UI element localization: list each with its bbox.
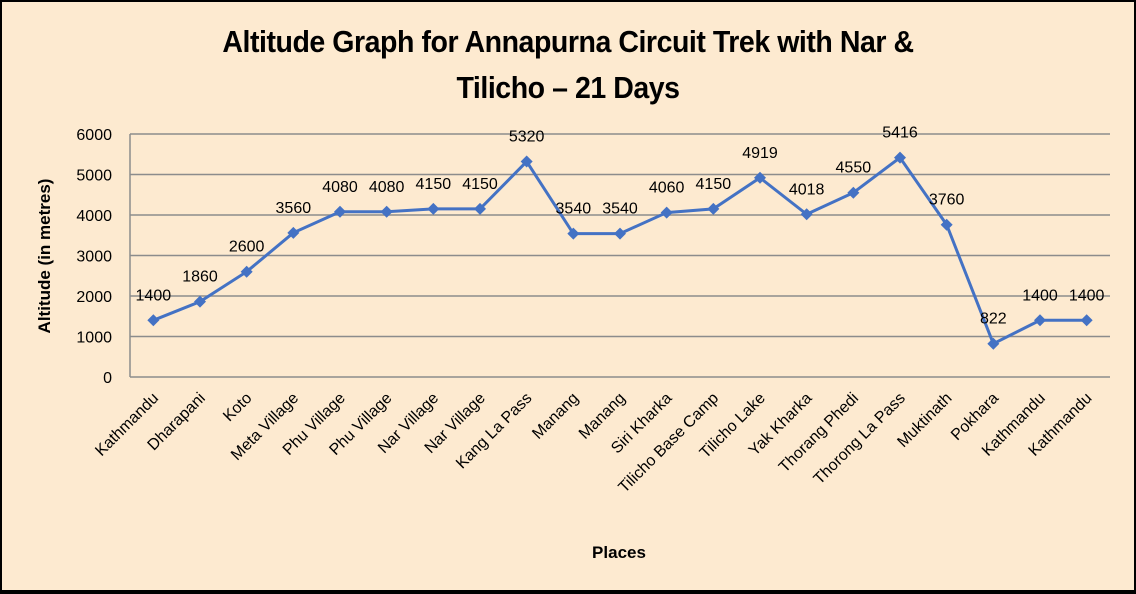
data-label: 4150: [416, 176, 452, 193]
y-tick-label: 0: [103, 370, 112, 387]
data-labels: 1400 1860 2600 3560 4080 4080 4150 4150 5320 3540…: [136, 125, 1105, 328]
diamond-marker-icon: [147, 314, 160, 327]
diamond-marker-icon: [800, 208, 813, 221]
diamond-marker-icon: [707, 202, 720, 215]
diamond-marker-icon: [1080, 314, 1093, 327]
diamond-marker-icon: [427, 202, 440, 215]
diamond-marker-icon: [194, 295, 206, 308]
y-tick-label: 6000: [76, 127, 112, 144]
y-axis-ticks: 0 1000 2000 3000 4000 5000 6000: [76, 127, 112, 387]
diamond-marker-icon: [987, 337, 1000, 350]
y-tick-label: 3000: [76, 249, 112, 266]
diamond-marker-icon: [660, 206, 673, 219]
diamond-marker-icon: [520, 155, 533, 168]
data-label: 4919: [742, 145, 778, 162]
data-label: 4060: [649, 180, 685, 197]
diamond-marker-icon: [894, 151, 906, 164]
data-label: 4550: [836, 160, 872, 177]
diamond-marker-icon: [567, 227, 580, 240]
data-point-markers: [147, 151, 1093, 350]
data-label: 1400: [1069, 287, 1105, 304]
chart-title-line-2: Tilicho – 21 Days: [456, 70, 680, 105]
data-label: 1860: [182, 269, 218, 286]
data-label: 3540: [556, 201, 592, 218]
diamond-marker-icon: [474, 202, 486, 215]
diamond-marker-icon: [240, 265, 253, 278]
diamond-marker-icon: [614, 227, 626, 240]
data-label: 3560: [276, 200, 312, 217]
y-axis-title: Altitude (in metres): [35, 179, 54, 334]
data-label: 1400: [1022, 287, 1058, 304]
diamond-marker-icon: [380, 205, 393, 218]
data-label: 5320: [509, 129, 545, 146]
diamond-marker-icon: [754, 171, 766, 184]
gridlines: [129, 133, 1110, 378]
y-tick-label: 4000: [76, 208, 112, 225]
data-label: 4018: [789, 181, 825, 198]
y-tick-label: 5000: [76, 168, 112, 185]
diamond-marker-icon: [1034, 314, 1046, 327]
chart-title-line-1: Altitude Graph for Annapurna Circuit Tre…: [222, 24, 914, 59]
data-label: 4080: [322, 179, 358, 196]
diamond-marker-icon: [287, 226, 300, 239]
data-label: 822: [980, 311, 1007, 328]
altitude-series-line: [152, 155, 1087, 346]
data-label: 2600: [229, 239, 265, 256]
diamond-marker-icon: [847, 186, 860, 199]
diamond-marker-icon: [940, 218, 953, 231]
data-label: 4150: [462, 176, 498, 193]
data-label: 3760: [929, 192, 965, 209]
y-tick-label: 1000: [76, 330, 112, 347]
x-category-label: Manang: [529, 390, 582, 443]
data-label: 3540: [602, 201, 638, 218]
x-category-label: Thorang Phedi: [776, 390, 862, 476]
data-label: 4150: [696, 176, 732, 193]
data-label: 4080: [369, 179, 405, 196]
data-label: 5416: [882, 125, 918, 142]
y-tick-label: 2000: [76, 289, 112, 306]
diamond-marker-icon: [334, 205, 346, 218]
x-axis-title: Places: [592, 543, 646, 562]
x-category-label: Koto: [220, 390, 255, 425]
data-label: 1400: [136, 287, 172, 304]
